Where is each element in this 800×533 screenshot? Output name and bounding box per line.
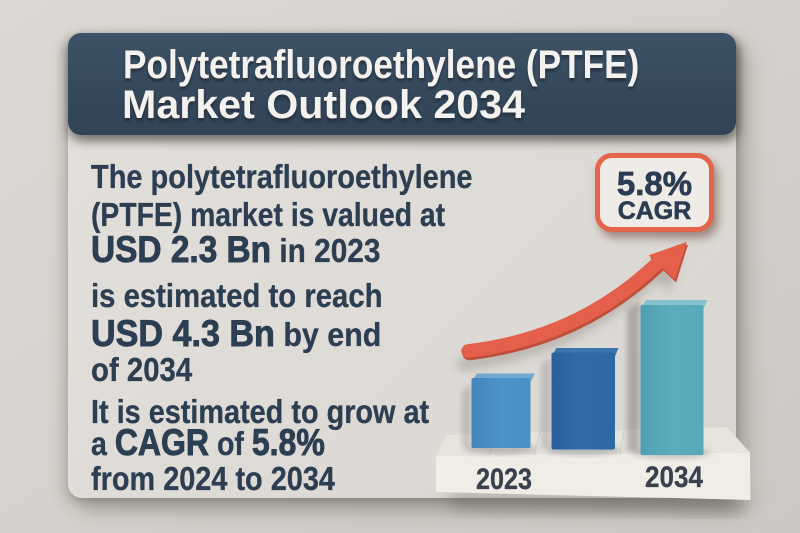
svg-text:2034: 2034 [645, 461, 703, 494]
svg-text:2023: 2023 [476, 463, 532, 496]
